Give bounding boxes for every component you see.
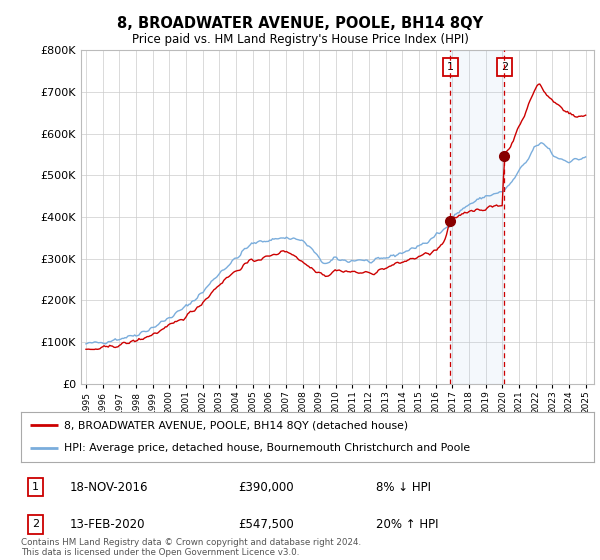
Text: HPI: Average price, detached house, Bournemouth Christchurch and Poole: HPI: Average price, detached house, Bour…: [64, 444, 470, 454]
Text: Price paid vs. HM Land Registry's House Price Index (HPI): Price paid vs. HM Land Registry's House …: [131, 32, 469, 46]
Text: 18-NOV-2016: 18-NOV-2016: [70, 480, 148, 493]
Text: £547,500: £547,500: [239, 518, 295, 531]
Text: 1: 1: [32, 482, 39, 492]
Text: 20% ↑ HPI: 20% ↑ HPI: [376, 518, 439, 531]
Text: 8, BROADWATER AVENUE, POOLE, BH14 8QY (detached house): 8, BROADWATER AVENUE, POOLE, BH14 8QY (d…: [64, 420, 408, 430]
Text: Contains HM Land Registry data © Crown copyright and database right 2024.
This d: Contains HM Land Registry data © Crown c…: [21, 538, 361, 557]
Text: £390,000: £390,000: [239, 480, 295, 493]
Text: 8% ↓ HPI: 8% ↓ HPI: [376, 480, 431, 493]
Text: 2: 2: [32, 520, 39, 529]
Text: 13-FEB-2020: 13-FEB-2020: [70, 518, 145, 531]
Text: 8, BROADWATER AVENUE, POOLE, BH14 8QY: 8, BROADWATER AVENUE, POOLE, BH14 8QY: [117, 16, 483, 31]
Text: 2: 2: [501, 62, 508, 72]
Bar: [451, 50, 505, 384]
Text: 1: 1: [447, 62, 454, 72]
